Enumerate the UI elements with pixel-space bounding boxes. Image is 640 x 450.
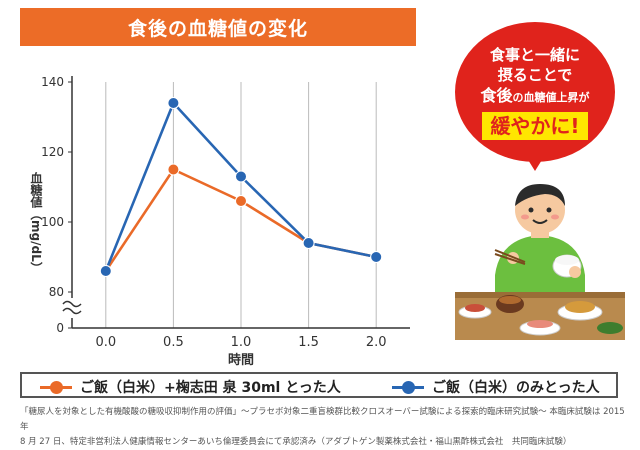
footnote: 「糖尿人を対象とした有機酸酸の糖吸収抑制作用の評価」～プラセボ対象二重盲検群比較… [20, 405, 625, 450]
y-tick-label-4: 140 [41, 75, 64, 89]
bubble-line-3-small: の血糖値上昇が [512, 90, 590, 104]
chart-legend: ご飯（白米）+椈志田 泉 30ml とった人 ご飯（白米）のみとった人 [20, 372, 618, 398]
speech-bubble-tail [525, 155, 545, 171]
x-tick-label-1: 0.5 [163, 335, 184, 350]
bubble-line-3-big: 食後 [480, 85, 513, 105]
bubble-line-2: 摂ることで [497, 65, 573, 84]
legend-marker-orange [50, 380, 63, 394]
chart-title-bar: 食後の血糖値の変化 [20, 8, 416, 46]
person-eating-illustration [455, 184, 625, 340]
bubble-line-1: 食事と一緒に [489, 45, 580, 64]
legend-label-with-vinegar: ご飯（白米）+椈志田 泉 30ml とった人 [80, 380, 341, 396]
x-tick-label-4: 2.0 [366, 335, 387, 350]
series-1-point-2 [235, 170, 247, 183]
series-1-point-3 [302, 237, 315, 249]
axis-break-mark-lower [62, 307, 82, 315]
legend-line-orange [40, 380, 72, 394]
x-tick-label-0: 0.0 [95, 335, 116, 350]
series-1-point-4 [370, 251, 383, 263]
bubble-line-3: 食後の血糖値上昇が [480, 85, 589, 109]
series-0-point-2 [235, 195, 247, 207]
speech-bubble: 食事と一緒に 摂ることで 食後の血糖値上昇が 緩やかに! [455, 22, 615, 162]
legend-line-blue [392, 380, 424, 394]
legend-item-with-vinegar: ご飯（白米）+椈志田 泉 30ml とった人 [40, 377, 341, 397]
y-tick-label-2: 100 [41, 215, 64, 229]
y-tick-label-0: 0 [56, 321, 64, 335]
legend-item-rice-only: ご飯（白米）のみとった人 [392, 377, 600, 397]
series-1-point-1 [167, 97, 180, 109]
axis-break-mark-upper [62, 300, 82, 308]
footnote-line-2: 8 月 27 日、特定非営利法人健康情報センターあいち倫理委員会にて承認済み（ア… [20, 437, 572, 447]
series-1-point-0 [99, 265, 112, 277]
y-axis-label: 血糖値（mg/dL） [29, 171, 43, 274]
bubble-line-4: 緩やかに! [482, 111, 588, 140]
y-tick-label-3: 120 [41, 145, 64, 159]
legend-label-rice-only: ご飯（白米）のみとった人 [432, 380, 600, 396]
series-0-point-1 [167, 163, 180, 176]
y-tick-label-1: 80 [49, 285, 64, 299]
chart-title: 食後の血糖値の変化 [127, 17, 308, 40]
x-tick-label-3: 1.5 [298, 335, 319, 350]
footnote-line-1: 「糖尿人を対象とした有機酸酸の糖吸収抑制作用の評価」～プラセボ対象二重盲検群比較… [20, 407, 625, 432]
blood-glucose-line-chart: 0 80 100 120 140 0.0 0.5 1.0 1.5 2.0 時間 血糖値（mg/dL） [29, 75, 410, 368]
x-axis-label: 時間 [228, 352, 254, 368]
legend-marker-blue [402, 380, 415, 394]
x-tick-label-2: 1.0 [231, 335, 252, 350]
